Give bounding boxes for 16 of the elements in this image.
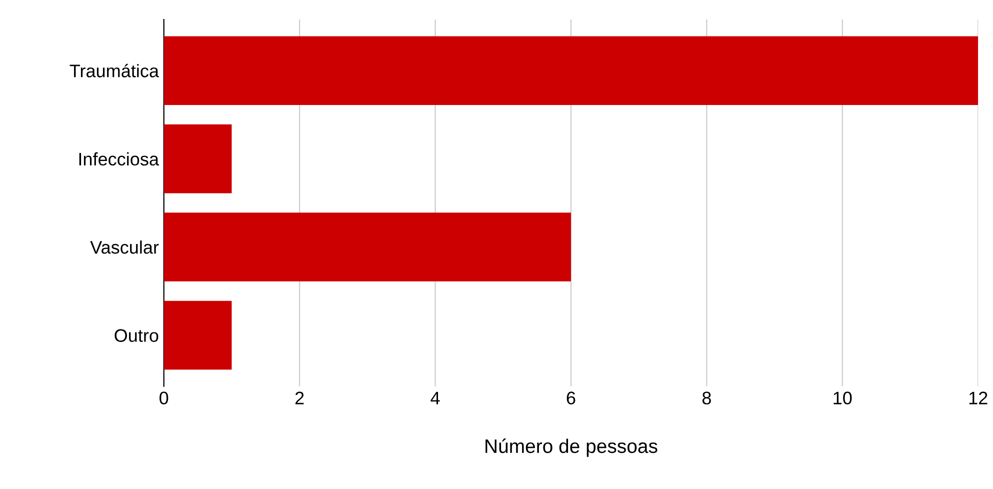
bar xyxy=(164,212,571,282)
x-tick-label: 2 xyxy=(295,392,304,404)
x-tick-label: 6 xyxy=(566,392,576,404)
bar xyxy=(164,36,978,106)
x-tick-label: 10 xyxy=(834,392,852,404)
x-tick-label: 8 xyxy=(702,392,711,404)
x-tick-label: 4 xyxy=(430,392,440,404)
x-axis-title: Número de pessoas xyxy=(486,438,658,457)
bar xyxy=(164,124,232,194)
x-tick-label: 12 xyxy=(969,392,988,404)
y-tick-label: Traumática xyxy=(70,64,159,78)
y-tick-label: Outro xyxy=(114,329,158,342)
x-tick-label: 0 xyxy=(160,392,168,404)
bar xyxy=(164,300,232,370)
y-tick-label: Vascular xyxy=(90,240,159,254)
y-tick-label: Infecciosa xyxy=(79,152,159,166)
